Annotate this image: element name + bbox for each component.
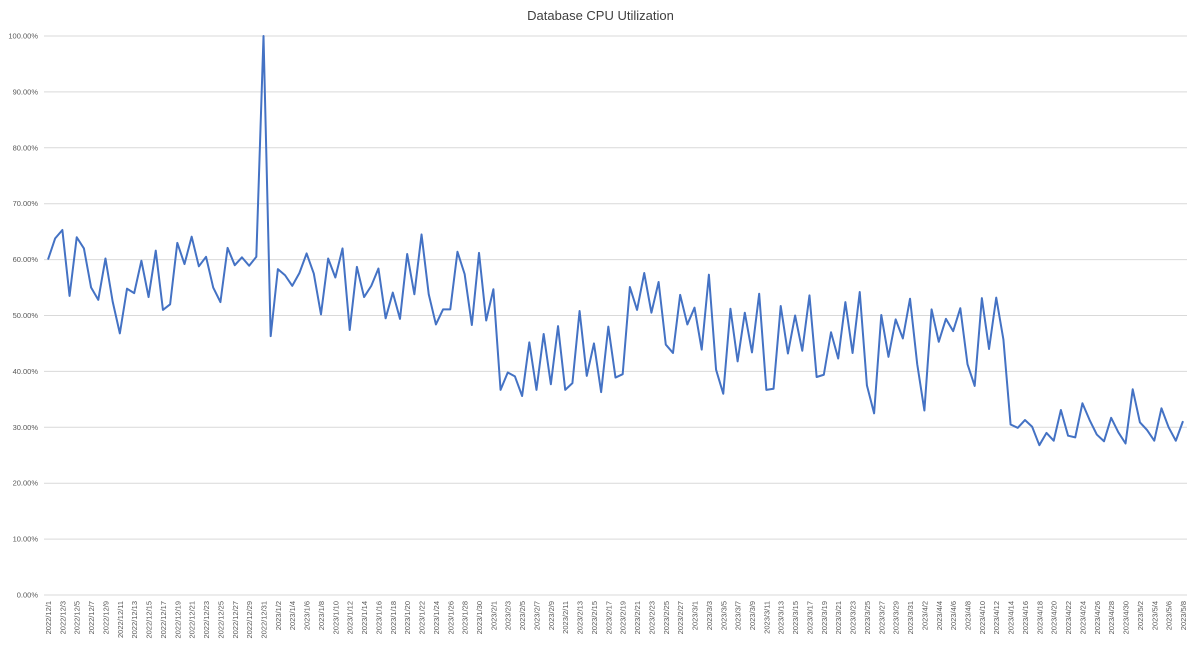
x-tick-label: 2022/12/1 xyxy=(44,601,53,634)
x-tick-label: 2023/4/26 xyxy=(1093,601,1102,634)
x-tick-label: 2023/3/29 xyxy=(892,601,901,634)
x-tick-label: 2023/2/11 xyxy=(561,601,570,634)
x-tick-label: 2023/2/9 xyxy=(547,601,556,630)
x-tick-label: 2023/1/14 xyxy=(360,601,369,634)
x-tick-label: 2023/3/7 xyxy=(734,601,743,630)
x-tick-label: 2023/2/7 xyxy=(532,601,541,630)
x-tick-label: 2023/4/2 xyxy=(920,601,929,630)
x-tick-label: 2023/4/28 xyxy=(1107,601,1116,634)
y-tick-label: 80.00% xyxy=(13,143,39,152)
x-tick-label: 2023/4/30 xyxy=(1122,601,1131,634)
x-tick-label: 2023/3/25 xyxy=(863,601,872,634)
x-tick-label: 2023/4/8 xyxy=(963,601,972,630)
x-tick-label: 2023/4/18 xyxy=(1035,601,1044,634)
x-tick-label: 2023/1/16 xyxy=(374,601,383,634)
x-tick-label: 2023/2/17 xyxy=(604,601,613,634)
x-tick-label: 2023/4/22 xyxy=(1064,601,1073,634)
x-tick-label: 2022/12/27 xyxy=(231,601,240,639)
x-tick-label: 2022/12/9 xyxy=(101,601,110,634)
x-tick-label: 2022/12/5 xyxy=(73,601,82,634)
x-tick-label: 2023/1/10 xyxy=(331,601,340,634)
x-tick-label: 2023/1/22 xyxy=(418,601,427,634)
x-tick-label: 2023/1/12 xyxy=(346,601,355,634)
y-tick-label: 60.00% xyxy=(13,255,39,264)
x-tick-label: 2023/2/15 xyxy=(590,601,599,634)
x-tick-label: 2023/1/28 xyxy=(461,601,470,634)
x-tick-label: 2022/12/15 xyxy=(145,601,154,639)
x-tick-label: 2023/4/6 xyxy=(949,601,958,630)
x-tick-label: 2022/12/11 xyxy=(116,601,125,638)
x-tick-label: 2023/3/17 xyxy=(805,601,814,634)
y-axis-ticks: 0.00% 10.00% 20.00% 30.00% 40.00% 50.00% 60.00… xyxy=(8,32,38,600)
series-layer xyxy=(47,35,1184,447)
x-tick-label: 2023/1/24 xyxy=(432,601,441,634)
x-tick-label: 2023/1/30 xyxy=(475,601,484,634)
x-tick-label: 2023/1/6 xyxy=(303,601,312,630)
x-tick-label: 2023/2/21 xyxy=(633,601,642,634)
x-tick-label: 2023/3/5 xyxy=(719,601,728,630)
x-tick-label: 2023/3/23 xyxy=(849,601,858,634)
x-tick-label: 2023/1/8 xyxy=(317,601,326,630)
x-tick-label: 2022/12/17 xyxy=(159,601,168,639)
x-tick-label: 2022/12/25 xyxy=(216,601,225,639)
x-tick-label: 2023/3/1 xyxy=(691,601,700,630)
y-tick-label: 70.00% xyxy=(13,199,39,208)
y-tick-label: 20.00% xyxy=(13,479,39,488)
x-tick-label: 2023/4/16 xyxy=(1021,601,1030,634)
x-tick-label: 2023/1/2 xyxy=(274,601,283,630)
x-tick-label: 2022/12/19 xyxy=(173,601,182,639)
y-tick-label: 30.00% xyxy=(13,423,39,432)
y-tick-label: 40.00% xyxy=(13,367,39,376)
x-tick-label: 2023/2/5 xyxy=(518,601,527,630)
x-tick-label: 2022/12/7 xyxy=(87,601,96,634)
x-tick-label: 2023/2/27 xyxy=(676,601,685,634)
x-tick-label: 2023/5/4 xyxy=(1150,601,1159,630)
x-tick-label: 2023/5/2 xyxy=(1136,601,1145,630)
x-tick-label: 2023/3/3 xyxy=(705,601,714,630)
x-tick-label: 2023/3/9 xyxy=(748,601,757,630)
x-tick-label: 2023/3/31 xyxy=(906,601,915,634)
x-tick-label: 2022/12/31 xyxy=(260,601,269,639)
x-tick-label: 2023/5/8 xyxy=(1179,601,1188,630)
x-tick-label: 2023/1/20 xyxy=(403,601,412,634)
x-tick-label: 2023/4/24 xyxy=(1078,601,1087,634)
chart-title: Database CPU Utilization xyxy=(527,8,674,23)
x-tick-label: 2023/2/25 xyxy=(662,601,671,634)
x-tick-label: 2023/2/19 xyxy=(619,601,628,634)
x-tick-label: 2023/3/19 xyxy=(820,601,829,634)
x-tick-label: 2023/5/6 xyxy=(1165,601,1174,630)
x-tick-label: 2023/4/4 xyxy=(935,601,944,630)
x-tick-label: 2023/2/1 xyxy=(489,601,498,630)
x-tick-label: 2023/1/4 xyxy=(288,601,297,630)
x-tick-label: 2022/12/21 xyxy=(188,601,197,639)
x-tick-label: 2023/3/11 xyxy=(762,601,771,634)
gridlines xyxy=(44,35,1187,596)
x-tick-label: 2023/3/15 xyxy=(791,601,800,634)
x-tick-label: 2023/4/12 xyxy=(992,601,1001,634)
x-tick-label: 2022/12/29 xyxy=(245,601,254,639)
x-tick-label: 2023/4/20 xyxy=(1050,601,1059,634)
x-axis-ticks: 2022/12/1 2022/12/3 2022/12/5 2022/12/7 2022… xyxy=(44,601,1188,639)
x-tick-label: 2023/1/26 xyxy=(446,601,455,634)
series-line xyxy=(47,35,1184,447)
x-tick-label: 2023/2/3 xyxy=(504,601,513,630)
y-tick-label: 100.00% xyxy=(8,32,38,41)
x-tick-label: 2023/4/14 xyxy=(1007,601,1016,634)
y-tick-label: 90.00% xyxy=(13,87,39,96)
x-tick-label: 2023/2/13 xyxy=(576,601,585,634)
x-tick-label: 2023/3/27 xyxy=(877,601,886,634)
x-tick-label: 2022/12/23 xyxy=(202,601,211,639)
x-tick-label: 2023/1/18 xyxy=(389,601,398,634)
x-tick-label: 2022/12/3 xyxy=(58,601,67,634)
x-tick-label: 2023/3/21 xyxy=(834,601,843,634)
y-tick-label: 0.00% xyxy=(17,591,39,600)
x-tick-label: 2022/12/13 xyxy=(130,601,139,639)
x-tick-label: 2023/4/10 xyxy=(978,601,987,634)
y-tick-label: 50.00% xyxy=(13,311,39,320)
x-tick-label: 2023/2/23 xyxy=(647,601,656,634)
y-tick-label: 10.00% xyxy=(13,535,39,544)
x-tick-label: 2023/3/13 xyxy=(777,601,786,634)
